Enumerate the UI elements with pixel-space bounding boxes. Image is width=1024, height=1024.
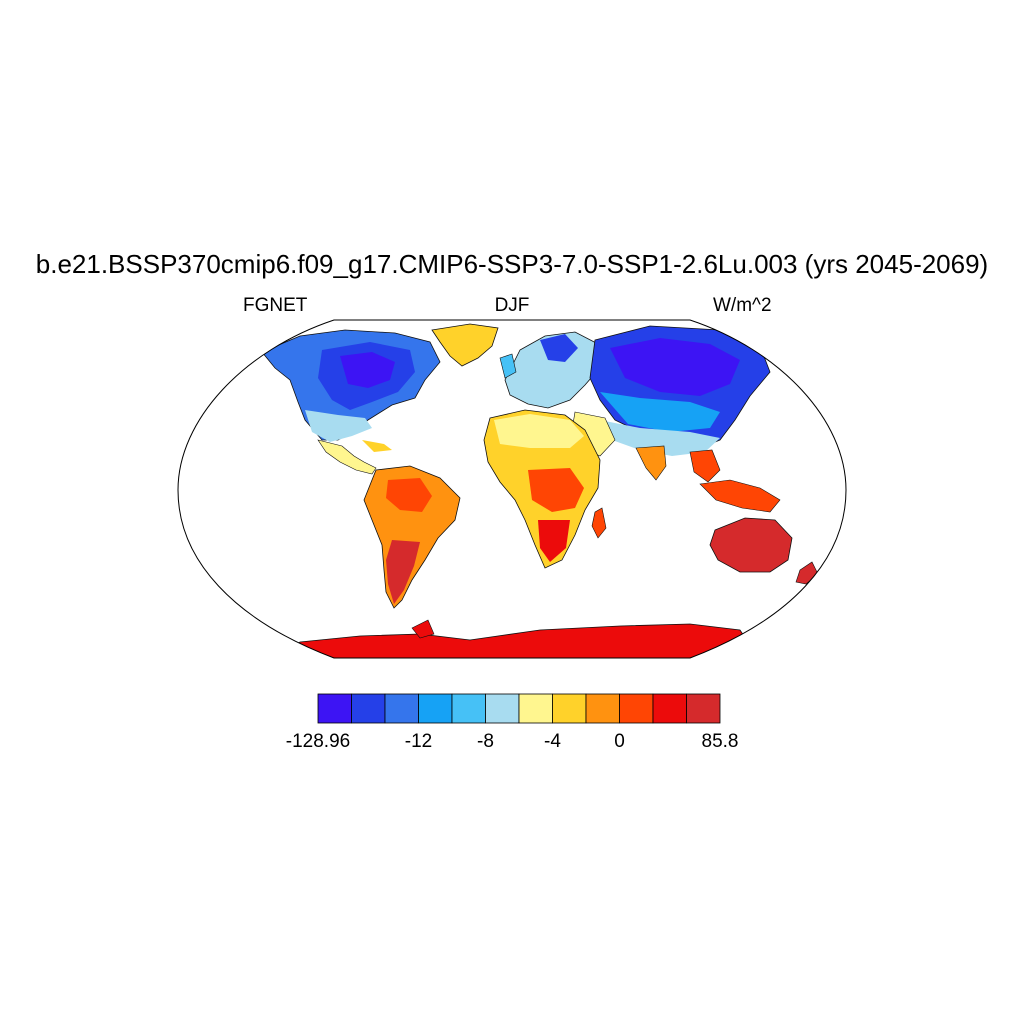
southern-africa <box>538 520 570 562</box>
caribbean-region <box>362 440 392 452</box>
colorbar-box <box>686 693 721 724</box>
map-boundary <box>177 319 847 659</box>
usa-south <box>305 410 372 442</box>
india-region <box>635 445 667 481</box>
southeast-asia <box>689 449 721 483</box>
central-africa <box>528 468 584 512</box>
season-label: DJF <box>494 295 530 316</box>
antarctic-peninsula <box>411 619 435 639</box>
units-label: W/m^2 <box>713 295 772 316</box>
colorbar-tick-label: -12 <box>405 731 432 752</box>
colorbar-box <box>384 693 419 724</box>
colorbar-tick-label: 85.8 <box>702 731 739 752</box>
australia-region <box>709 517 793 573</box>
central-asia <box>600 392 720 432</box>
sahara-region <box>494 414 584 448</box>
antarctica-region <box>268 623 761 658</box>
map-title: b.e21.BSSP370cmip6.f09_g17.CMIP6-SSP3-7.… <box>35 249 989 279</box>
canada-core <box>340 352 395 388</box>
uk-region <box>499 353 517 379</box>
greenland-region <box>431 323 499 367</box>
colorbar-box <box>317 693 352 724</box>
colorbar-box <box>485 693 520 724</box>
madagascar-region <box>591 507 607 539</box>
colorbar-box <box>418 693 453 724</box>
colorbar-tick-label: -8 <box>477 731 494 752</box>
south-america-south <box>386 540 420 604</box>
siberia-core <box>610 338 740 396</box>
south-asia <box>600 420 720 456</box>
colorbar-box <box>351 693 386 724</box>
colorbar-box <box>518 693 553 724</box>
colorbar-box <box>451 693 486 724</box>
europe-region <box>504 331 601 409</box>
colorbar-tick-label: -128.96 <box>286 731 350 752</box>
colorbar-box <box>652 693 687 724</box>
central-america-region <box>317 439 377 475</box>
colorbar-box <box>619 693 654 724</box>
variable-label: FGNET <box>243 295 308 316</box>
south-america-core <box>386 478 432 512</box>
colorbar-tick-label: -4 <box>544 731 561 752</box>
maritime-continent <box>699 479 781 513</box>
colorbar-tick-label: 0 <box>614 731 625 752</box>
scandinavia-region <box>540 334 578 362</box>
colorbar-box <box>552 693 587 724</box>
colorbar-box <box>585 693 620 724</box>
